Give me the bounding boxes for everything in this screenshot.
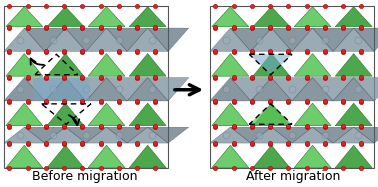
Polygon shape [127,78,168,101]
Polygon shape [127,28,168,51]
Polygon shape [47,54,84,76]
Polygon shape [88,7,125,27]
Polygon shape [292,127,333,143]
Polygon shape [253,145,290,168]
Polygon shape [127,127,168,143]
Polygon shape [212,145,249,168]
Bar [210,6,374,168]
Polygon shape [6,145,43,168]
Polygon shape [45,78,86,101]
Polygon shape [335,145,372,168]
Bar [4,6,168,168]
Polygon shape [210,78,251,101]
Polygon shape [107,28,148,51]
Polygon shape [212,103,249,126]
Polygon shape [65,78,107,101]
Polygon shape [45,127,86,143]
Polygon shape [212,7,249,27]
Polygon shape [148,127,189,143]
Polygon shape [335,54,372,76]
Polygon shape [313,78,354,101]
Polygon shape [271,28,313,51]
Polygon shape [129,103,166,126]
Polygon shape [107,78,148,101]
Polygon shape [212,54,249,76]
Polygon shape [354,28,378,51]
Polygon shape [24,78,65,101]
Polygon shape [251,78,292,101]
Polygon shape [335,103,372,126]
Polygon shape [86,28,127,51]
Polygon shape [107,127,148,143]
Polygon shape [129,145,166,168]
Polygon shape [86,127,127,143]
Polygon shape [148,78,189,101]
Polygon shape [230,78,271,101]
Polygon shape [47,103,84,126]
Polygon shape [249,104,292,124]
Polygon shape [313,127,354,143]
Polygon shape [230,127,271,143]
Polygon shape [292,28,333,51]
Polygon shape [333,127,374,143]
Polygon shape [6,54,43,76]
Polygon shape [251,127,292,143]
Polygon shape [333,28,374,51]
Polygon shape [333,78,374,101]
Polygon shape [4,78,45,101]
Polygon shape [65,28,107,51]
Polygon shape [129,54,166,76]
Polygon shape [230,28,271,51]
Polygon shape [354,127,378,143]
Polygon shape [6,7,43,27]
Text: Before migration: Before migration [32,170,138,183]
Polygon shape [253,54,290,76]
Polygon shape [253,7,290,27]
Polygon shape [271,78,313,101]
Polygon shape [294,7,331,27]
Polygon shape [210,127,251,143]
Polygon shape [88,103,125,126]
Polygon shape [253,103,290,126]
Polygon shape [47,7,84,27]
Polygon shape [335,7,372,27]
Polygon shape [294,103,331,126]
Polygon shape [129,7,166,27]
Polygon shape [6,103,43,126]
Bar [33,78,89,101]
Polygon shape [251,28,292,51]
Polygon shape [24,127,65,143]
Polygon shape [271,127,313,143]
Polygon shape [313,28,354,51]
Polygon shape [65,127,107,143]
Polygon shape [88,145,125,168]
Polygon shape [354,78,378,101]
Polygon shape [4,127,45,143]
Polygon shape [292,78,333,101]
Polygon shape [294,54,331,76]
Polygon shape [45,28,86,51]
Polygon shape [88,54,125,76]
Polygon shape [24,28,65,51]
Polygon shape [148,28,189,51]
Polygon shape [249,54,292,75]
Text: After migration: After migration [246,170,340,183]
Polygon shape [47,145,84,168]
Polygon shape [210,28,251,51]
Polygon shape [4,28,45,51]
Polygon shape [86,78,127,101]
Polygon shape [294,145,331,168]
